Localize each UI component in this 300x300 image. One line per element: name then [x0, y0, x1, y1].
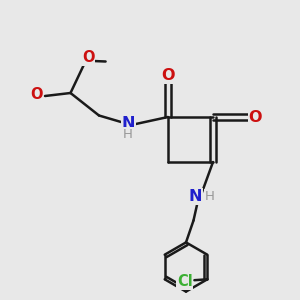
Text: H: H [123, 128, 133, 141]
Text: N: N [189, 189, 202, 204]
Text: O: O [82, 50, 95, 65]
Text: O: O [248, 110, 262, 124]
Text: Cl: Cl [177, 274, 193, 289]
Text: O: O [30, 87, 42, 102]
Text: O: O [161, 68, 175, 83]
Text: N: N [122, 116, 135, 130]
Text: H: H [205, 190, 215, 203]
